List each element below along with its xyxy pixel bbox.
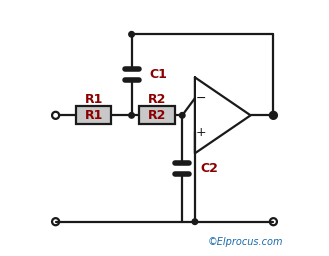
Text: R1: R1	[85, 109, 103, 122]
Circle shape	[179, 113, 185, 118]
Text: ©Elprocus.com: ©Elprocus.com	[208, 237, 284, 247]
Text: C1: C1	[149, 68, 167, 81]
Text: R1: R1	[85, 93, 103, 106]
FancyBboxPatch shape	[76, 106, 111, 124]
Text: −: −	[196, 92, 207, 105]
Circle shape	[192, 219, 198, 225]
Text: R2: R2	[148, 109, 166, 122]
FancyBboxPatch shape	[139, 106, 175, 124]
Circle shape	[129, 31, 134, 37]
Text: C2: C2	[200, 162, 218, 175]
Circle shape	[129, 113, 134, 118]
Circle shape	[270, 113, 276, 118]
Text: R2: R2	[148, 93, 166, 106]
Text: +: +	[196, 126, 207, 139]
